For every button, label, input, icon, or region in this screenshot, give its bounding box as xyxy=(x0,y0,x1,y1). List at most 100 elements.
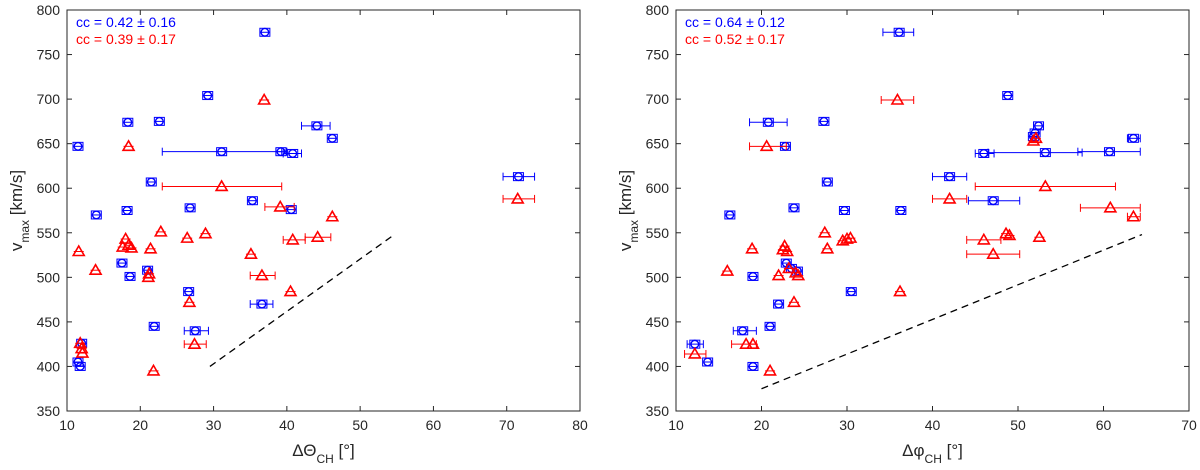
y-tick-label: 350 xyxy=(646,403,670,419)
triangle-marker xyxy=(1032,230,1047,243)
circle-marker xyxy=(1040,148,1050,158)
circle-marker xyxy=(149,321,159,331)
circle-marker xyxy=(513,172,523,182)
circle-marker xyxy=(146,177,156,187)
data-point xyxy=(967,196,1021,206)
data-point xyxy=(182,295,197,308)
data-point xyxy=(121,205,133,215)
data-point xyxy=(259,27,271,37)
triangle-marker xyxy=(791,268,806,281)
data-point xyxy=(202,91,214,101)
triangle-marker xyxy=(942,191,957,204)
circle-marker xyxy=(1128,133,1138,143)
data-point xyxy=(180,231,195,243)
y-tick-label: 500 xyxy=(646,269,670,285)
triangle-marker xyxy=(73,336,88,349)
correlation-label: cc = 0.64 ± 0.12 xyxy=(685,14,785,30)
x-tick-label: 40 xyxy=(279,417,295,433)
data-point xyxy=(932,191,968,204)
circle-marker xyxy=(312,121,322,131)
series-red-triangles xyxy=(71,92,536,376)
circle-marker xyxy=(738,326,748,336)
x-tick-label: 70 xyxy=(1181,417,1197,433)
data-point xyxy=(880,92,915,105)
y-tick-label: 400 xyxy=(646,358,670,374)
triangle-marker xyxy=(153,224,168,237)
circle-marker xyxy=(894,27,904,37)
circle-marker xyxy=(154,116,164,126)
data-point xyxy=(283,284,298,297)
circle-marker xyxy=(839,205,849,215)
triangle-marker xyxy=(746,337,760,349)
triangle-marker xyxy=(244,247,258,259)
data-point xyxy=(74,361,86,371)
data-point xyxy=(771,268,786,281)
circle-marker xyxy=(117,258,127,268)
triangle-marker xyxy=(739,337,753,349)
y-tick-label: 600 xyxy=(37,180,61,196)
triangle-marker xyxy=(1126,209,1141,222)
data-point xyxy=(747,271,759,281)
data-point xyxy=(143,241,158,254)
circle-marker xyxy=(247,196,257,206)
triangle-marker xyxy=(781,261,796,274)
data-point xyxy=(124,271,136,281)
data-point xyxy=(72,141,84,151)
data-point xyxy=(325,209,340,222)
circle-marker xyxy=(763,117,773,127)
x-tick-label: 60 xyxy=(426,417,442,433)
data-point xyxy=(788,203,800,213)
triangle-marker xyxy=(999,226,1013,239)
data-point xyxy=(1126,133,1141,143)
triangle-marker xyxy=(1029,131,1043,144)
circle-marker xyxy=(822,177,832,187)
triangle-marker xyxy=(510,191,525,204)
triangle-marker xyxy=(986,247,1001,259)
data-point xyxy=(747,361,759,371)
data-point xyxy=(122,117,134,127)
circle-marker xyxy=(190,326,200,336)
triangle-marker xyxy=(817,225,832,238)
data-point xyxy=(244,247,258,259)
triangle-marker xyxy=(187,337,202,349)
data-point xyxy=(684,346,707,359)
data-point xyxy=(73,336,88,349)
y-tick-label: 500 xyxy=(37,269,61,285)
data-point xyxy=(304,230,332,243)
data-point xyxy=(88,263,103,276)
triangle-marker xyxy=(180,231,195,243)
x-tick-label: 20 xyxy=(132,417,148,433)
y-tick-label: 450 xyxy=(646,314,670,330)
data-point xyxy=(895,205,907,215)
triangle-marker xyxy=(146,363,161,376)
reference-dashed-line xyxy=(761,233,1143,390)
data-point xyxy=(764,321,776,331)
triangle-marker xyxy=(893,284,907,297)
triangle-marker xyxy=(255,268,269,281)
x-tick-label: 50 xyxy=(1010,417,1026,433)
data-point xyxy=(246,196,258,206)
data-point xyxy=(146,363,161,376)
circle-marker xyxy=(765,321,775,331)
data-point xyxy=(720,263,735,276)
data-point xyxy=(1126,209,1141,222)
circle-marker xyxy=(123,117,133,127)
data-point xyxy=(749,139,787,152)
circle-marker xyxy=(819,116,829,126)
triangle-marker xyxy=(1038,179,1053,192)
y-tick-label: 350 xyxy=(37,403,61,419)
triangle-marker xyxy=(976,232,991,245)
triangle-marker xyxy=(310,230,325,243)
circle-marker xyxy=(185,203,195,213)
data-point xyxy=(1002,228,1017,241)
data-point xyxy=(257,92,272,105)
data-point xyxy=(1079,200,1141,213)
data-point xyxy=(1029,131,1043,144)
circle-marker xyxy=(91,210,101,220)
y-tick-label: 650 xyxy=(646,136,670,152)
data-point xyxy=(838,205,850,215)
triangle-marker xyxy=(820,241,835,254)
circle-marker xyxy=(1104,147,1114,157)
triangle-marker xyxy=(687,346,702,359)
